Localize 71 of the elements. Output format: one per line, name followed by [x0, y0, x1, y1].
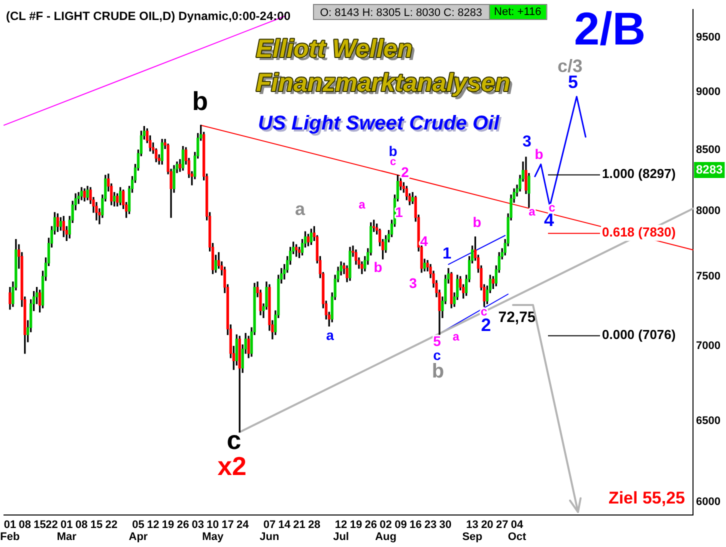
x-tick-label: 19	[162, 518, 174, 531]
ref-line-label: 0.000 (7076)	[602, 326, 676, 342]
x-tick-label: 08	[18, 518, 32, 531]
x-tick-label: 15	[34, 518, 46, 531]
x-tick-label: 15	[90, 518, 103, 531]
x-tick-label: 07 Jun	[260, 518, 280, 543]
x-tick-label: 30	[439, 518, 452, 531]
x-tick-label: 09	[394, 518, 407, 531]
annotation: b	[192, 86, 208, 116]
x-tick-label: 26	[364, 518, 377, 531]
annotation: Elliott Wellen	[259, 38, 416, 66]
annotation: 5	[433, 332, 442, 349]
x-tick-label: 23	[424, 518, 437, 531]
x-tick-label: 16	[409, 518, 422, 531]
annotation: b	[472, 214, 482, 230]
annotation: 3	[409, 274, 418, 291]
annotation: a	[294, 198, 306, 219]
annotation: c	[433, 346, 442, 363]
ref-line-label: 0.618 (7830)	[602, 224, 676, 240]
y-tick-label: 7000	[696, 340, 720, 352]
x-tick-label: 02 Aug	[375, 518, 396, 543]
x-tick-label: 13 Sep	[462, 518, 483, 543]
x-tick-label: 27	[496, 518, 508, 531]
annotation: b	[388, 142, 398, 159]
annotation: US Light Sweet Crude Oil	[260, 114, 502, 137]
annotation: b	[534, 146, 544, 162]
annotation: 72,75	[498, 309, 536, 326]
ref-line-label: 1.000 (8297)	[602, 166, 676, 181]
y-tick-label: 8000	[696, 205, 720, 218]
x-tick-label: 22	[105, 518, 118, 531]
annotation: a	[358, 197, 366, 212]
y-tick-label: 9000	[696, 86, 720, 98]
annotation: b	[432, 360, 444, 383]
x-tick-label: 22	[46, 518, 58, 531]
x-tick-label: 21	[293, 518, 306, 531]
x-tick-label: 12	[147, 518, 160, 531]
annotation: Net: +116	[494, 6, 542, 18]
y-tick-label: 8500	[696, 144, 720, 156]
annotation: Finanzmarktanalysen	[259, 72, 514, 100]
x-tick-label: 01 Feb	[0, 518, 20, 543]
x-tick-label: 19	[350, 518, 362, 531]
x-tick-label: 20	[481, 518, 494, 531]
annotation: a	[452, 329, 460, 344]
x-tick-label: 14	[278, 518, 292, 531]
x-tick-label: 03	[192, 518, 204, 531]
annotation: 2	[401, 164, 410, 180]
annotation: c	[548, 200, 556, 214]
y-tick-label: 6500	[696, 415, 720, 428]
annotation: a	[326, 326, 334, 343]
annotation: c	[390, 156, 396, 168]
x-tick-label: 05 Apr	[128, 518, 148, 543]
x-tick-label: 28	[308, 518, 320, 531]
annotation: 1	[442, 245, 452, 262]
y-tick-label: 9500	[696, 31, 720, 44]
annotation: 3	[522, 133, 532, 150]
x-tick-label: 17	[222, 518, 234, 531]
x-tick-label: 12 Jul	[333, 518, 349, 543]
text: 8283	[696, 162, 724, 176]
annotation: 2/B	[574, 2, 646, 55]
x-tick-label: 24	[236, 518, 250, 531]
x-tick-label: 26	[176, 518, 190, 531]
annotation: 1	[395, 204, 404, 220]
y-tick-label: 7500	[696, 270, 720, 282]
chart-subtitle: O: 8143 H: 8305 L: 8030 C: 8283	[320, 7, 482, 19]
x-tick-label: 08	[75, 518, 88, 531]
annotation: Ziel 55,25	[608, 488, 685, 508]
y-tick-label: 6000	[696, 496, 720, 508]
annotation: 4	[420, 232, 428, 249]
x-tick-label: 04 Oct	[508, 518, 527, 543]
annotation: b	[374, 258, 382, 275]
chart-title: (CL #F - LIGHT CRUDE OIL,D) Dynamic,0:00-24:00	[6, 9, 291, 23]
